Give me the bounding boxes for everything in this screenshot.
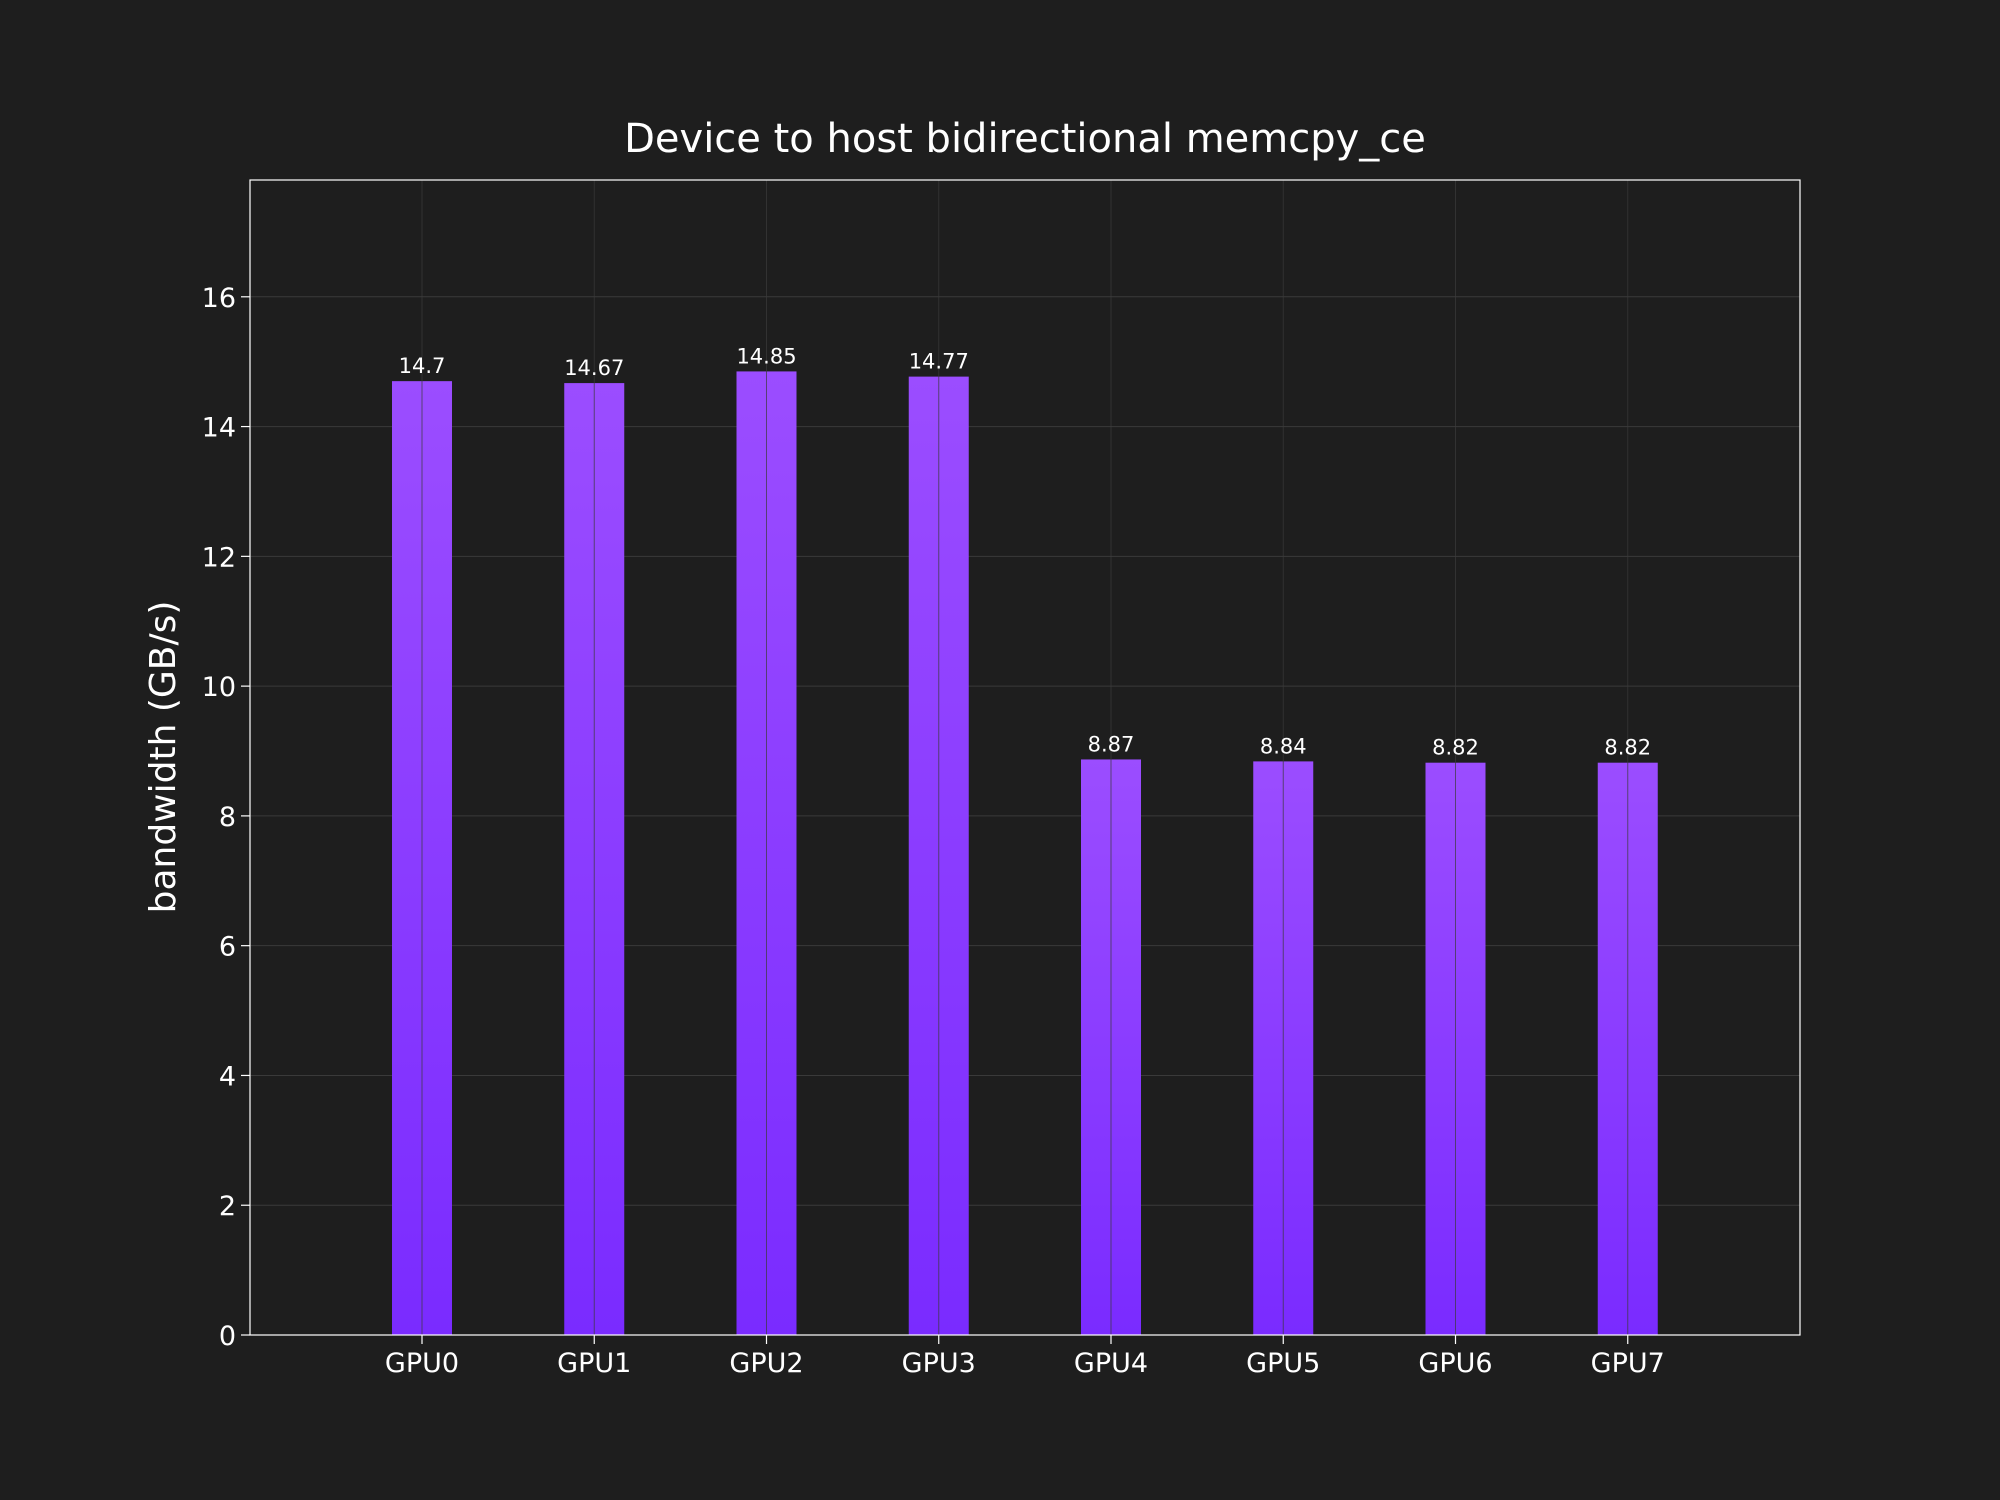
y-tick-label: 8 (219, 802, 236, 833)
bar-value-label: 14.85 (736, 344, 796, 368)
y-tick-label: 16 (202, 283, 236, 314)
y-axis-ticks: 0 2 4 6 8 10 12 14 16 (202, 283, 250, 1352)
y-tick-label: 0 (219, 1321, 236, 1352)
y-tick-label: 4 (219, 1061, 236, 1092)
y-axis-label: bandwidth (GB/s) (143, 601, 184, 914)
x-tick-label: GPU4 (1074, 1348, 1148, 1379)
x-tick-label: GPU2 (729, 1348, 803, 1379)
bar-value-label: 8.84 (1260, 734, 1307, 758)
x-tick-label: GPU0 (385, 1348, 459, 1379)
y-tick-label: 14 (202, 413, 236, 444)
bars (392, 371, 1658, 1335)
y-tick-label: 2 (219, 1191, 236, 1222)
bar-value-label: 14.7 (399, 354, 446, 378)
bar-value-label: 8.82 (1432, 736, 1479, 760)
x-tick-label: GPU3 (902, 1348, 976, 1379)
y-tick-label: 10 (202, 672, 236, 703)
grid-lines (250, 296, 1800, 1336)
plot-area-frame (249, 179, 1801, 1336)
bar-value-labels: 14.7 14.67 14.85 14.77 8.87 8.84 8.82 8.82 (399, 344, 1652, 759)
x-tick-label: GPU1 (557, 1348, 631, 1379)
bar-value-label: 8.87 (1088, 732, 1135, 756)
x-tick-label: GPU7 (1591, 1348, 1665, 1379)
x-tick-label: GPU6 (1418, 1348, 1492, 1379)
x-axis-ticks: GPU0 GPU1 GPU2 GPU3 GPU4 GPU5 GPU6 GPU7 (385, 1335, 1665, 1379)
y-tick-label: 6 (219, 932, 236, 963)
bar-value-label: 14.67 (564, 356, 624, 380)
y-tick-label: 12 (202, 542, 236, 573)
bar-value-label: 14.77 (909, 350, 969, 374)
vertical-grid-lines (421, 180, 1629, 1335)
x-tick-label: GPU5 (1246, 1348, 1320, 1379)
chart-title: Device to host bidirectional memcpy_ce (624, 116, 1426, 162)
bar-value-label: 8.82 (1604, 736, 1651, 760)
